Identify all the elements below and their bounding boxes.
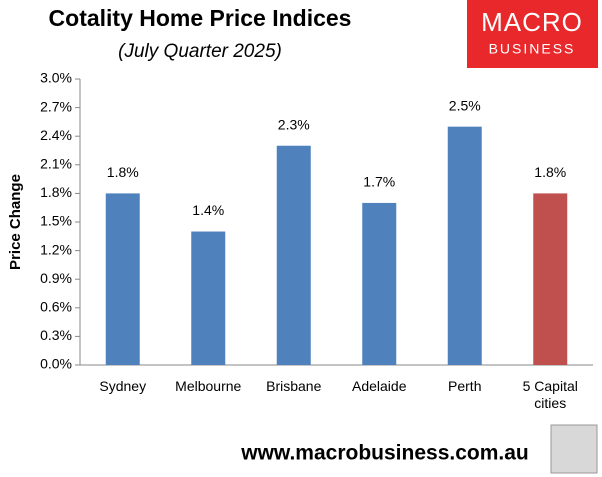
- bar: [105, 193, 140, 365]
- y-tick-label: 1.8%: [40, 184, 72, 200]
- x-tick-label: Melbourne: [175, 378, 242, 394]
- y-tick-label: 1.5%: [40, 213, 72, 229]
- data-label: 1.8%: [107, 164, 139, 180]
- chart-title: Cotality Home Price Indices: [49, 5, 352, 31]
- x-tick-label: Brisbane: [266, 378, 322, 394]
- y-tick-label: 2.4%: [40, 127, 72, 143]
- bar: [533, 193, 568, 365]
- logo-line1: MACRO: [481, 7, 583, 37]
- y-tick-label: 2.7%: [40, 98, 72, 114]
- bar: [191, 231, 226, 365]
- bar: [362, 202, 397, 365]
- y-tick-label: 0.3%: [40, 327, 72, 343]
- data-label: 1.8%: [534, 164, 566, 180]
- logo-box: [467, 0, 598, 68]
- data-label: 1.7%: [363, 174, 395, 190]
- y-tick-label: 0.6%: [40, 299, 72, 315]
- footer-url: www.macrobusiness.com.au: [240, 442, 528, 465]
- bar: [447, 126, 482, 366]
- data-label: 2.3%: [278, 116, 310, 132]
- chart-subtitle: (July Quarter 2025): [118, 41, 282, 62]
- x-tick-label: Sydney: [99, 378, 147, 394]
- x-tick-label: Perth: [448, 378, 482, 394]
- y-axis-label: Price Change: [7, 174, 24, 270]
- y-tick-label: 0.9%: [40, 270, 72, 286]
- data-label: 2.5%: [449, 97, 481, 113]
- wolf-icon: [550, 424, 598, 474]
- data-label: 1.4%: [192, 202, 224, 218]
- y-tick-label: 0.0%: [40, 356, 72, 372]
- bar: [276, 145, 311, 365]
- y-tick-label: 1.2%: [40, 241, 72, 257]
- x-tick-label: Adelaide: [352, 378, 407, 394]
- y-tick-label: 3.0%: [40, 70, 72, 86]
- x-tick-label: 5 Capital cities: [522, 378, 578, 411]
- logo-line2: BUSINESS: [489, 41, 576, 57]
- y-tick-label: 2.1%: [40, 156, 72, 172]
